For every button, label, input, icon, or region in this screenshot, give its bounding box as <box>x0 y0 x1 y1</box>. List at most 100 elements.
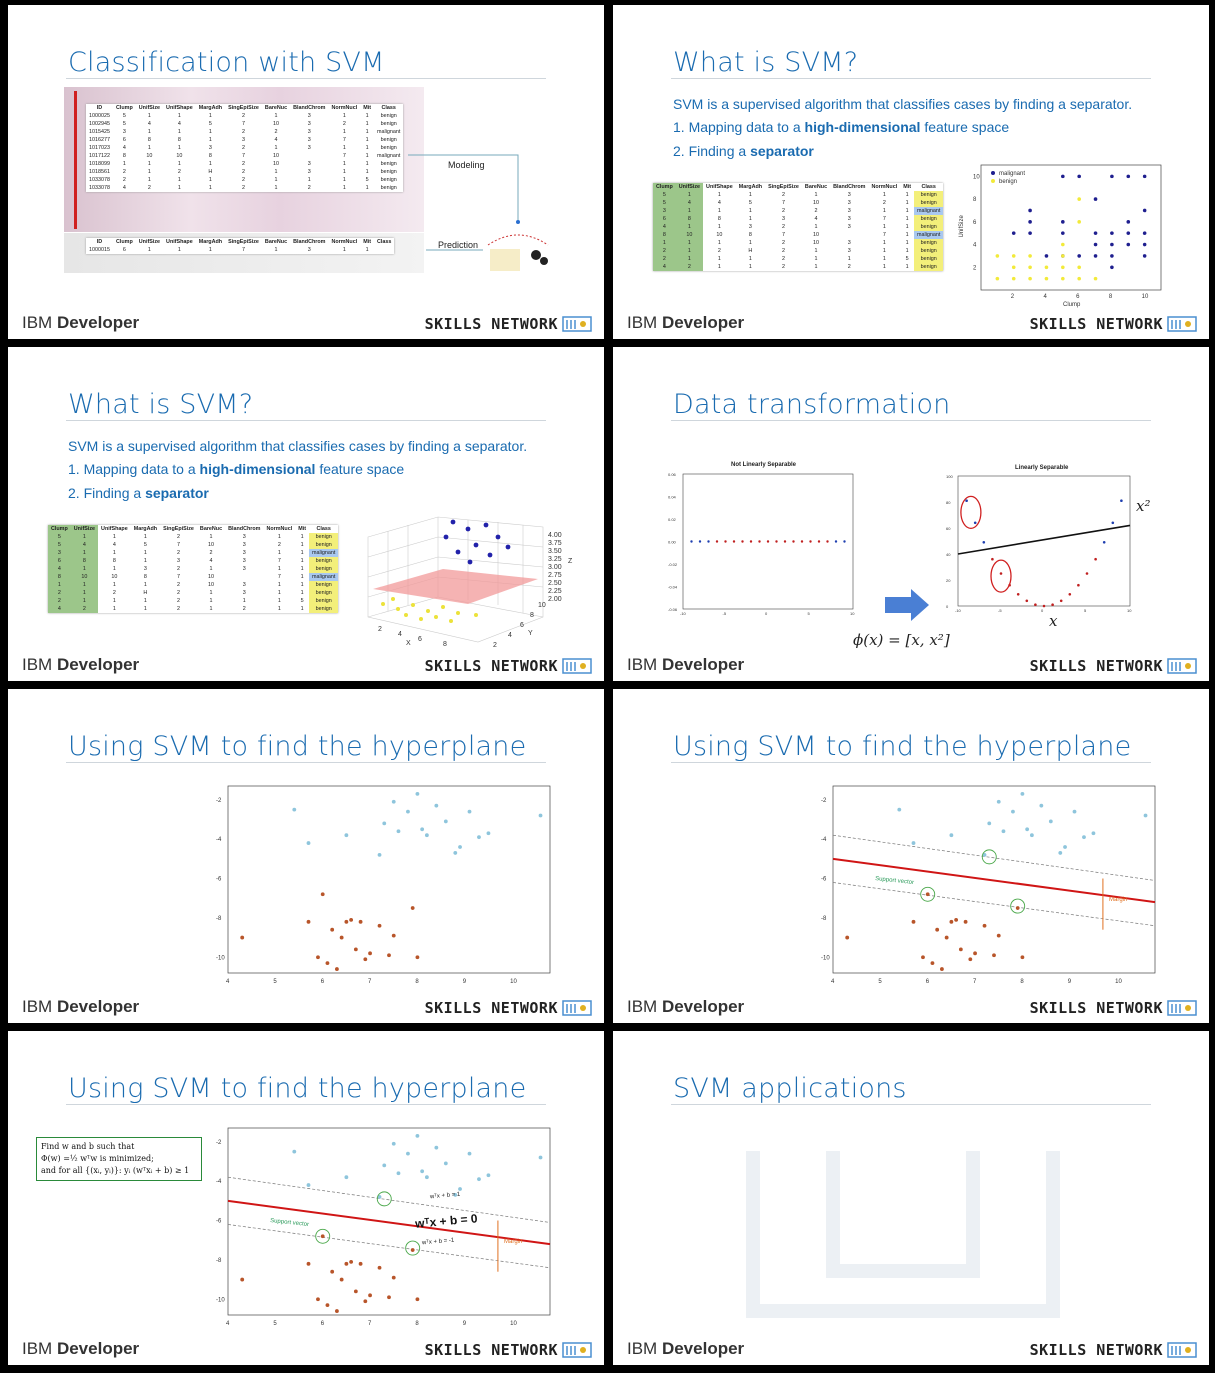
table-cell: 10 <box>208 574 214 580</box>
table-header-cell: UnifShape <box>101 526 128 532</box>
data-point-class_b <box>968 957 973 962</box>
table-cell: 5 <box>905 256 909 262</box>
table-header-cell: UnifShape <box>166 239 193 245</box>
data-point-malignant <box>1110 254 1114 258</box>
table-cell: 1 <box>342 185 346 191</box>
table-cell: 1 <box>274 113 278 119</box>
x-tick-label: 9 <box>1068 979 1072 985</box>
table-cell: 3 <box>48 549 71 557</box>
table-cell: 1 <box>814 248 818 254</box>
data-point-malignant <box>1061 220 1065 224</box>
table-cell: benign <box>914 239 944 247</box>
data-point-class_a <box>1001 829 1006 834</box>
data-point-class_b <box>240 1277 245 1282</box>
data-point-class_b <box>344 919 349 924</box>
table-cell: benign <box>914 223 944 231</box>
x-tick-label: 6 <box>926 979 930 985</box>
x-tick-label: 8 <box>415 979 419 985</box>
x-tick-label: 6 <box>321 1321 325 1327</box>
data-point-benign <box>1061 265 1065 270</box>
table-cell: 2 <box>48 597 71 605</box>
table-cell: 1 <box>717 256 721 262</box>
plot-frame <box>227 1127 551 1316</box>
table-cell: 2 <box>241 169 245 175</box>
data-point <box>698 540 702 543</box>
table-header-cell: Class <box>316 526 331 532</box>
table-cell: 1016277 <box>89 137 110 143</box>
table-header-cell: MargAdh <box>198 105 223 111</box>
table-header-cell: Mit <box>903 184 912 190</box>
data-point-class_a <box>467 1151 472 1156</box>
table-cell: 3 <box>242 582 246 588</box>
table-cell: 1 <box>70 549 99 557</box>
data-point <box>766 540 770 543</box>
data-point-class_b <box>410 906 415 910</box>
table-cell: 3 <box>307 169 311 175</box>
table-cell: 1 <box>300 534 304 540</box>
table-cell: 1 <box>748 192 752 198</box>
slide-title: SVM applications <box>673 1073 907 1104</box>
data-point <box>982 541 986 544</box>
table-header-cell: MargAdh <box>133 526 158 532</box>
table-header-cell: NormNucl <box>871 184 898 190</box>
table-cell: 1 <box>717 208 721 214</box>
table-header-row: Clump UnifSize UnifShape MargAdh SingEpiSize… <box>653 183 943 191</box>
table-cell: 1 <box>748 208 752 214</box>
data-point-class_a <box>1020 791 1025 796</box>
title-rule <box>66 78 546 79</box>
arrow-right-icon <box>885 589 929 621</box>
table-cell: 2 <box>781 240 785 246</box>
data-point-class_b <box>973 951 977 956</box>
table-cell: 5 <box>48 533 71 541</box>
svg-text:4: 4 <box>508 632 512 639</box>
svg-text:8: 8 <box>443 641 447 648</box>
data-point-class_a <box>949 833 954 838</box>
data-point <box>999 572 1003 575</box>
table-cell: 1 <box>209 606 213 612</box>
table-cell: 1 <box>365 129 369 135</box>
data-point <box>758 540 761 543</box>
margin-line-upper <box>832 834 1156 881</box>
table-cell: 1 <box>748 264 752 270</box>
data-point-class_b <box>335 967 339 971</box>
data-point-class_a <box>1072 809 1077 814</box>
table-cell: 1 <box>70 597 99 605</box>
data-point-benign <box>1028 265 1032 270</box>
scatter-chart-2d: 2 2 4 4 6 6 8 8 10 10 Clump UnifSize malignant benign <box>959 164 1162 308</box>
x2-label: x² <box>1136 497 1151 515</box>
table-cell: 2 <box>242 606 246 612</box>
table-cell: 3 <box>847 208 851 214</box>
data-point-class_b <box>1020 955 1025 960</box>
footer-ibm-developer: IBM Developer <box>22 997 140 1016</box>
table-cell: 4 <box>112 542 116 548</box>
data-point-class_b <box>944 935 949 940</box>
table-header-cell: ID <box>96 239 103 245</box>
slide-data-transformation: Data transformation Not Linearly Separab… <box>613 347 1209 681</box>
box-line-3: and for all {(xᵢ, yᵢ)}: yᵢ (wᵀxᵢ + b) ≥ … <box>41 1166 190 1175</box>
table-header-cell: Clump <box>116 105 133 111</box>
data-point <box>792 540 795 543</box>
data-table: ID Clump UnifSize UnifShape MargAdh SingEpiSi… <box>86 104 404 192</box>
y-tick-label: 6 <box>973 220 977 226</box>
table-cell: 1 <box>147 161 151 167</box>
table-cell: 1 <box>112 534 116 540</box>
data-point-benign <box>1061 276 1065 281</box>
table-row: 1016277 6 8 8 1 3 4 3 7 1 benign <box>86 136 403 144</box>
table-cell: 7 <box>241 121 245 127</box>
table-cell: 2 <box>847 264 851 270</box>
data-point-class_b <box>963 919 968 924</box>
data-point-class_a <box>477 835 481 840</box>
table-cell: 1 <box>814 192 818 198</box>
table-cell <box>225 573 263 581</box>
title-rule <box>671 1104 1151 1105</box>
table-cell: 1 <box>112 606 116 612</box>
table-cell: malignant <box>377 129 401 135</box>
slide-title: What is SVM? <box>68 389 254 420</box>
table-cell: H <box>143 590 148 596</box>
table-cell: 1 <box>70 589 99 597</box>
table-cell: 1 <box>365 185 369 191</box>
table-cell: malignant <box>309 573 339 581</box>
data-point-class_a <box>344 833 349 838</box>
table-cell: 1 <box>365 169 369 175</box>
table-cell: 7 <box>882 232 886 238</box>
